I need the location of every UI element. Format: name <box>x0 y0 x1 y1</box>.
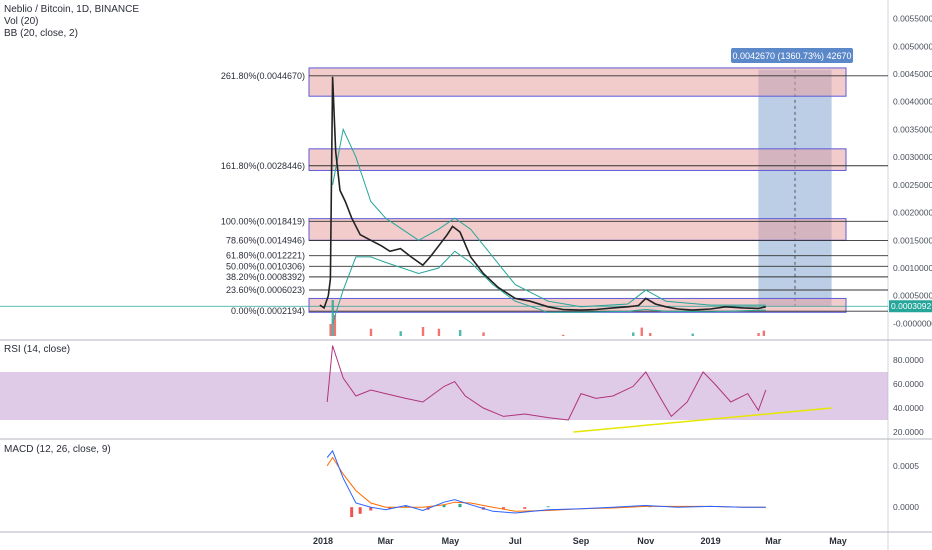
fib-level-label: 78.60%(0.0014946) <box>226 236 305 246</box>
rsi-line <box>326 345 767 421</box>
rsi-trendline <box>573 407 832 433</box>
macd-histogram-bar <box>369 507 373 511</box>
volume-bar <box>561 334 565 336</box>
measure-label: 0.0042670 (1360.73%) 42670 <box>732 51 851 61</box>
volume-bar <box>421 327 425 336</box>
price-tick-label: 0.0030000 <box>893 152 932 162</box>
volume-bar <box>762 330 766 336</box>
volume-bar <box>369 328 373 336</box>
price-tick-label: 0.0010000 <box>893 263 932 273</box>
macd-histogram-bar <box>388 507 392 509</box>
fib-level-label: 161.80%(0.0028446) <box>221 161 305 171</box>
fib-level-label: 23.60%(0.0006023) <box>226 285 305 295</box>
time-axis-label: Nov <box>637 536 654 546</box>
macd-histogram-bar <box>458 503 462 508</box>
macd-histogram-bar <box>546 506 550 508</box>
volume-bar <box>437 328 441 336</box>
macd-histogram-bar <box>523 507 527 509</box>
macd-histogram-bar <box>442 504 446 508</box>
volume-bar <box>649 333 652 336</box>
bb-upper-line <box>332 127 766 308</box>
vol-legend: Vol (20) <box>4 16 39 27</box>
fib-level-label: 261.80%(0.0044670) <box>221 71 305 81</box>
time-axis-label: Jul <box>509 536 522 546</box>
time-axis-label: 2018 <box>313 536 333 546</box>
price-tick-label: -0.0000000 <box>893 318 932 328</box>
price-tick-label: 0.0020000 <box>893 208 932 218</box>
macd-line <box>326 449 766 514</box>
macd-histogram-bar <box>502 507 506 509</box>
price-tick-label: 0.0045000 <box>893 69 932 79</box>
bb-lower-line <box>332 250 766 324</box>
rsi-tick-label: 80.0000 <box>893 355 924 365</box>
volume-bar <box>458 330 462 336</box>
fib-level-label: 61.80%(0.0012221) <box>226 251 305 261</box>
volume-bar <box>331 300 334 336</box>
macd-histogram-bar <box>404 505 408 508</box>
volume-bar <box>691 333 694 336</box>
macd-histogram-bar <box>350 507 354 518</box>
price-tick-label: 0.0055000 <box>893 14 932 24</box>
bb-legend: BB (20, close, 2) <box>4 28 78 39</box>
current-price-badge <box>889 300 932 313</box>
time-axis-label: 2019 <box>701 536 721 546</box>
chart-title: Neblio / Bitcoin, 1D, BINANCE <box>4 4 140 15</box>
rsi-tick-label: 60.0000 <box>893 379 924 389</box>
price-tick-label: 0.0050000 <box>893 41 932 51</box>
volume-bar <box>333 315 337 336</box>
current-price-label: 0.0003092 <box>891 301 931 311</box>
fib-level-label: 50.00%(0.0010306) <box>226 261 305 271</box>
rsi-tick-label: 20.0000 <box>893 427 924 437</box>
volume-bar <box>757 333 760 336</box>
time-axis-label: Sep <box>573 536 590 546</box>
volume-bar <box>632 332 635 336</box>
measure-box <box>758 69 832 307</box>
macd-histogram-bar <box>358 507 362 514</box>
rsi-tick-label: 40.0000 <box>893 403 924 413</box>
time-axis-label: May <box>442 536 460 546</box>
time-axis-label: Mar <box>765 536 782 546</box>
volume-bar <box>640 327 643 336</box>
fib-level-label: 38.20%(0.0008392) <box>226 272 305 282</box>
price-tick-label: 0.0015000 <box>893 235 932 245</box>
price-tick-label: 0.0005000 <box>893 291 932 301</box>
time-axis-label: Mar <box>378 536 395 546</box>
fib-zone <box>308 218 847 241</box>
time-axis-label: May <box>829 536 847 546</box>
fib-level-label: 0.00%(0.0002194) <box>231 306 305 316</box>
price-tick-label: 0.0025000 <box>893 180 932 190</box>
fib-zone <box>308 148 847 171</box>
volume-bar <box>482 332 485 336</box>
fib-level-label: 100.00%(0.0018419) <box>221 216 305 226</box>
volume-bar <box>399 331 402 336</box>
macd-legend: MACD (12, 26, close, 9) <box>4 444 111 455</box>
measure-label-box <box>731 48 853 63</box>
macd-tick-label: 0.0005 <box>893 461 919 471</box>
volume-bar <box>329 324 332 336</box>
rsi-band <box>0 372 888 420</box>
macd-tick-label: 0.0000 <box>893 502 919 512</box>
fib-zone <box>308 67 847 97</box>
price-line <box>319 76 766 311</box>
rsi-legend: RSI (14, close) <box>4 344 71 355</box>
price-tick-label: 0.0040000 <box>893 97 932 107</box>
price-tick-label: 0.0035000 <box>893 124 932 134</box>
